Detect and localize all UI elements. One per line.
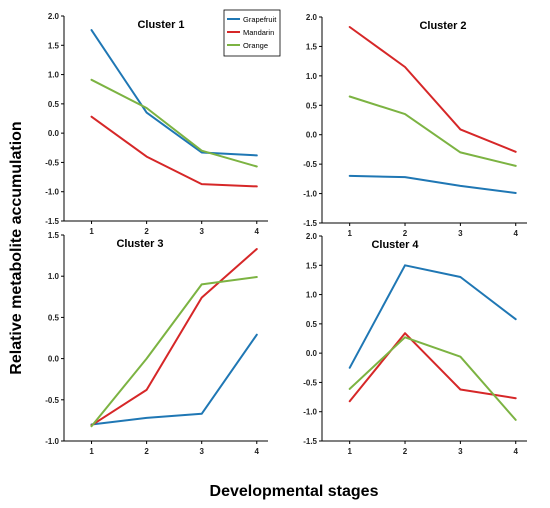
series-line-grapefruit [90,333,258,426]
y-tick-label: 1.0 [48,272,60,281]
series-line-grapefruit [348,174,517,194]
panel-2: 2.0 1.5 1.0 0.5 0.0 -0.5 -1.0 -1.5 1 2 3 4 Cluster 2 [303,13,527,238]
series-line-orange [90,276,258,428]
x-tick-label: 2 [144,227,149,236]
panel-1: 2.0 1.5 1.0 0.5 0.0 -0.5 -1.0 -1.5 1 2 3 4 Cluster 1 [45,12,268,236]
y-tick-label: 2.0 [48,12,60,21]
y-axis-title: Relative metabolite accumulation [8,121,25,374]
y-tick-label: 0.5 [306,320,318,329]
y-tick-label: -1.5 [303,437,317,446]
panel-title: Cluster 4 [371,239,419,251]
x-tick-label: 1 [89,227,94,236]
y-tick-label: 0.0 [306,131,318,140]
series-line-orange [348,95,517,167]
x-tick-label: 1 [347,229,352,238]
x-tick-label: 1 [347,447,352,456]
series-line-mandarin [90,248,258,427]
legend: Grapefruit Mandarin Orange [223,9,281,57]
legend-label-grapefruit: Grapefruit [243,15,277,24]
x-tick-label: 2 [403,447,408,456]
y-tick-label: -1.0 [303,408,317,417]
x-axis-title: Developmental stages [210,483,379,500]
x-tick-label: 3 [199,227,204,236]
x-tick-label: 1 [89,447,94,456]
y-tick-label: 0.5 [48,100,60,109]
y-tick-label: 1.5 [48,231,60,240]
y-tick-label: 1.5 [306,42,318,51]
x-tick-label: 4 [513,229,518,238]
panel-title: Cluster 2 [419,20,466,32]
series-line-orange [90,78,258,168]
y-tick-label: -1.5 [303,219,317,228]
panel-3: 1.5 1.0 0.5 0.0 -0.5 -1.0 1 2 3 4 Cluster 3 [45,231,268,456]
legend-label-orange: Orange [243,41,268,50]
y-tick-label: -1.0 [45,437,59,446]
x-tick-label: 4 [513,447,518,456]
y-tick-label: 0.5 [48,313,60,322]
x-tick-label: 2 [144,447,149,456]
y-tick-label: 1.0 [48,71,60,80]
panel-title: Cluster 1 [137,19,184,31]
series-line-mandarin [348,26,517,153]
panel-4: 2.0 1.5 1.0 0.5 0.0 -0.5 -1.0 -1.5 1 2 3 4 Cluster 4 [303,232,527,456]
y-tick-label: 0.0 [48,355,60,364]
panels: 2.0 1.5 1.0 0.5 0.0 -0.5 -1.0 -1.5 1 2 3 4 Cluster 1… [45,9,527,456]
series-line-grapefruit [348,264,517,369]
x-tick-label: 3 [458,229,463,238]
panel-title: Cluster 3 [116,238,163,250]
series-line-orange [348,336,517,421]
x-tick-label: 4 [255,227,260,236]
series-line-mandarin [90,115,258,188]
y-tick-label: 1.5 [48,41,60,50]
y-tick-label: -0.5 [303,378,317,387]
y-tick-label: 0.5 [306,101,318,110]
y-tick-label: 1.0 [306,72,318,81]
y-tick-label: 0.0 [48,129,60,138]
y-tick-label: 1.0 [306,291,318,300]
y-tick-label: 0.0 [306,349,318,358]
x-tick-label: 3 [199,447,204,456]
y-tick-label: -1.5 [45,217,59,226]
y-tick-label: -1.0 [303,190,317,199]
x-tick-label: 2 [403,229,408,238]
y-tick-label: -0.5 [45,158,59,167]
y-tick-label: 2.0 [306,232,318,241]
x-tick-label: 3 [458,447,463,456]
y-tick-label: 1.5 [306,261,318,270]
y-tick-label: 2.0 [306,13,318,22]
y-tick-label: -1.0 [45,188,59,197]
series-line-mandarin [348,332,517,403]
y-tick-label: -0.5 [45,396,59,405]
y-tick-label: -0.5 [303,160,317,169]
x-tick-label: 4 [255,447,260,456]
legend-label-mandarin: Mandarin [243,28,274,37]
series-line-grapefruit [90,29,258,157]
